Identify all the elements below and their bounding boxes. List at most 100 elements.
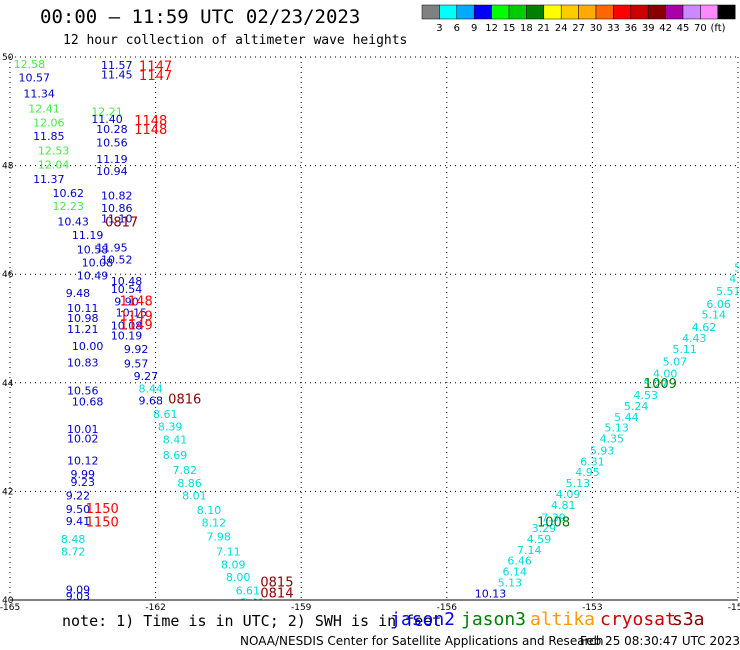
wave-height-label: 7.82 bbox=[172, 464, 197, 477]
wave-height-label: 10.12 bbox=[67, 454, 99, 467]
wave-height-label: 6.06 bbox=[706, 298, 731, 311]
wave-height-label: 10.94 bbox=[96, 165, 128, 178]
wave-height-label: 7.75 bbox=[473, 600, 498, 612]
footnote: note: 1) Time is in UTC; 2) SWH is in fe… bbox=[62, 612, 442, 630]
pass-time-label: 1148 bbox=[134, 114, 167, 129]
wave-height-label: 11.19 bbox=[72, 229, 104, 242]
wave-height-label: 9.57 bbox=[124, 358, 149, 371]
wave-height-label: 11.85 bbox=[33, 130, 65, 143]
wave-height-label: 10.68 bbox=[72, 396, 104, 409]
pass-time-label: 1150 bbox=[86, 516, 119, 531]
wave-height-label: 10.15 bbox=[116, 307, 148, 320]
wave-height-label: 9.50 bbox=[66, 503, 91, 516]
wave-height-label: 10.02 bbox=[67, 433, 99, 446]
wave-height-label: 9.68 bbox=[138, 395, 163, 408]
wave-height-label: 10.57 bbox=[19, 71, 51, 84]
wave-height-label: 11.40 bbox=[91, 113, 123, 126]
wave-height-label: 12.58 bbox=[14, 58, 46, 71]
wave-height-label: 5.24 bbox=[624, 400, 649, 413]
y-tick-label: 40 bbox=[2, 596, 14, 606]
wave-height-label: 11.21 bbox=[67, 323, 99, 336]
wave-height-label: 4.9 bbox=[729, 272, 740, 285]
wave-height-plot: -165-162-159-156-153-15040424446485012.5… bbox=[0, 53, 740, 612]
colorbar-tick-label: 39 bbox=[642, 23, 655, 34]
wave-height-label: 11.19 bbox=[96, 153, 128, 166]
wave-height-label: 8.69 bbox=[163, 449, 188, 462]
wave-height-label: 8.09 bbox=[221, 559, 246, 572]
wave-height-label: 5.51 bbox=[716, 285, 740, 298]
legend-jason2: jason2 bbox=[390, 609, 456, 630]
wave-height-label: 9.90 bbox=[114, 296, 139, 309]
wave-height-label: 9.03 bbox=[66, 590, 91, 603]
wave-height-label: 10.08 bbox=[82, 257, 114, 270]
colorbar-unit: (ft) bbox=[710, 23, 725, 34]
wave-height-label: 8.10 bbox=[197, 504, 222, 517]
pass-time-label: 0814 bbox=[260, 586, 293, 601]
wave-height-label: 11.95 bbox=[96, 241, 128, 254]
wave-height-label: 10.98 bbox=[67, 312, 99, 325]
wave-height-label: 10.82 bbox=[101, 189, 133, 202]
wave-height-label: 10.00 bbox=[72, 340, 104, 353]
wave-height-label: 4.09 bbox=[556, 488, 581, 501]
wave-height-label: 4.62 bbox=[692, 321, 717, 334]
legend-altika: altika bbox=[530, 609, 596, 630]
wave-height-label: 5.44 bbox=[614, 411, 639, 424]
x-tick-label: -153 bbox=[582, 603, 602, 612]
wave-height-label: 6.14 bbox=[502, 566, 527, 579]
wave-height-label: 9.23 bbox=[71, 476, 96, 489]
colorbar-tick-label: 24 bbox=[555, 23, 568, 34]
colorbar-tick-label: 42 bbox=[659, 23, 672, 34]
wave-height-label: 11.57 bbox=[101, 59, 133, 72]
wave-height-label: 12.06 bbox=[33, 117, 65, 130]
wave-height-label: 9.99 bbox=[71, 468, 96, 481]
pass-time-label: 1149 bbox=[120, 309, 153, 324]
wave-height-label: 10.49 bbox=[77, 270, 109, 283]
colorbar-tick-label: 36 bbox=[624, 23, 637, 34]
wave-height-label: 5.11 bbox=[672, 343, 697, 356]
wave-height-label: 7.11 bbox=[216, 545, 241, 558]
wave-height-label: 9.27 bbox=[134, 370, 159, 383]
pass-time-label: 1148 bbox=[134, 123, 167, 138]
legend-cryosat: cryosat bbox=[600, 609, 676, 630]
wave-height-label: 8.39 bbox=[158, 421, 183, 434]
colorbar-tick-label: 30 bbox=[590, 23, 603, 34]
wave-height-label: 12.23 bbox=[52, 200, 84, 213]
chart-title: 00:00 – 11:59 UTC 02/23/2023 bbox=[40, 6, 361, 28]
wave-height-label: 4.35 bbox=[600, 433, 625, 446]
pass-time-label: 0817 bbox=[105, 215, 138, 230]
wave-height-label: 8.12 bbox=[202, 517, 227, 530]
wave-height-label: 10.62 bbox=[52, 187, 84, 200]
wave-height-label: 4.00 bbox=[653, 367, 678, 380]
pass-time-label: 1008 bbox=[537, 516, 570, 531]
wave-height-label: 4.59 bbox=[527, 533, 552, 546]
pass-time-label: 1147 bbox=[139, 69, 172, 84]
y-tick-label: 42 bbox=[2, 487, 13, 497]
y-tick-label: 44 bbox=[2, 379, 14, 389]
legend-s3a: s3a bbox=[672, 609, 705, 630]
colorbar-tick-label: 12 bbox=[485, 23, 498, 34]
wave-height-label: 10.52 bbox=[101, 253, 133, 266]
wave-height-label: 5.27 bbox=[643, 378, 668, 391]
wave-height-label: 5.13 bbox=[498, 576, 523, 589]
wave-height-label: 12.21 bbox=[91, 106, 123, 119]
wave-height-label: 8.41 bbox=[163, 434, 188, 447]
colorbar-tick-label: 70 bbox=[694, 23, 707, 34]
colorbar-tick-label: 18 bbox=[520, 23, 533, 34]
wave-height-label: 9.09 bbox=[66, 583, 91, 596]
wave-height-label: 5.14 bbox=[701, 309, 726, 322]
wave-height-label: 7.63 bbox=[240, 597, 265, 610]
colorbar-tick-label: 6 bbox=[454, 23, 460, 34]
pass-time-label: 1148 bbox=[120, 295, 153, 310]
y-tick-label: 50 bbox=[2, 53, 14, 63]
wave-height-label: 11.34 bbox=[23, 88, 55, 101]
wave-height-label: 12.04 bbox=[38, 158, 70, 171]
wave-height-label: 10.48 bbox=[111, 275, 143, 288]
wave-height-label: 12.41 bbox=[28, 102, 60, 115]
y-tick-label: 48 bbox=[2, 162, 14, 172]
x-tick-label: -159 bbox=[291, 603, 312, 612]
wave-height-label: 5.3 bbox=[734, 261, 740, 274]
wave-height-label: 9.41 bbox=[66, 515, 91, 528]
y-tick-label: 46 bbox=[2, 270, 14, 280]
colorbar-swatch bbox=[717, 4, 736, 20]
pass-time-label: 1149 bbox=[120, 319, 153, 334]
